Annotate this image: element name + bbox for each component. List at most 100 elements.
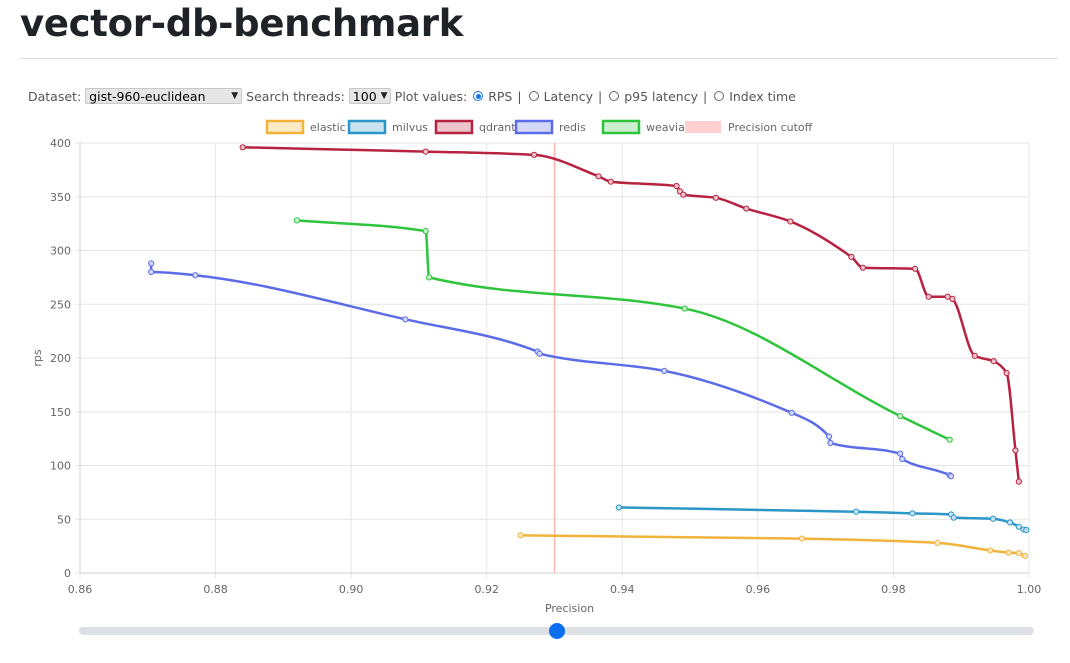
data-point-elastic (1021, 552, 1029, 559)
legend-swatch-elastic (265, 119, 305, 135)
legend-label-qdrant: qdrant (479, 121, 516, 134)
dataset-select-value: gist-960-euclidean (89, 88, 206, 104)
data-point-redis (827, 439, 834, 447)
data-point-qdrant (607, 178, 614, 185)
data-point-redis (897, 450, 904, 457)
legend-label-redis: redis (559, 121, 586, 134)
legend-swatch-milvus (347, 119, 387, 135)
data-point-redis (402, 316, 409, 323)
radio-rps-label[interactable]: RPS (488, 88, 513, 104)
y-axis-title: rps (31, 349, 44, 367)
y-tick-label: 200 (50, 352, 71, 365)
radio-index-time-label[interactable]: Index time (729, 88, 796, 104)
benchmark-chart: 0.86 0.88 0.90 0.92 0.94 0.96 0.98 1.00 0 50 100 15… (31, 119, 1042, 615)
data-point-weaviate (422, 228, 429, 235)
series-line-weaviate (296, 219, 951, 441)
data-point-elastic (798, 535, 806, 542)
chevron-down-icon: ▼ (231, 91, 239, 101)
x-tick-label: 0.92 (474, 583, 499, 596)
legend-label-precision-cutoff: Precision cutoff (728, 121, 813, 134)
series-line-milvus (618, 506, 1027, 532)
y-tick-label: 50 (57, 513, 71, 526)
data-point-qdrant (531, 151, 538, 158)
legend-swatch-redis (514, 119, 554, 135)
data-point-milvus (989, 515, 997, 522)
data-point-redis (148, 260, 155, 267)
data-point-qdrant (1012, 447, 1019, 454)
data-point-redis (899, 455, 906, 463)
data-point-redis (788, 409, 795, 416)
radio-p95-latency-label[interactable]: p95 latency (624, 88, 698, 104)
data-point-qdrant (422, 148, 429, 155)
data-point-weaviate (293, 217, 301, 224)
data-point-qdrant (925, 293, 932, 300)
data-point-qdrant (971, 352, 978, 359)
radio-rps[interactable] (473, 91, 484, 101)
dataset-select[interactable]: gist-960-euclidean ▼ (85, 88, 243, 104)
data-point-qdrant (949, 295, 956, 302)
data-point-elastic (987, 547, 994, 554)
x-tick-label: 0.98 (881, 583, 906, 596)
data-point-qdrant (743, 205, 750, 212)
data-point-redis (148, 268, 155, 276)
data-point-weaviate (681, 305, 688, 312)
data-point-redis (661, 367, 668, 374)
threads-label: Search threads: (246, 88, 345, 104)
legend-swatch-precision-cutoff (685, 121, 721, 133)
y-tick-label: 300 (50, 245, 71, 258)
data-point-qdrant (239, 144, 246, 151)
y-tick-label: 100 (50, 460, 71, 473)
x-tick-label: 0.94 (610, 583, 635, 596)
threads-select-value: 100 (352, 88, 377, 104)
data-point-qdrant (912, 265, 919, 272)
y-tick-label: 350 (50, 191, 71, 204)
data-point-elastic (1015, 550, 1022, 557)
chevron-down-icon: ▼ (380, 91, 388, 101)
radio-latency-label[interactable]: Latency (543, 88, 594, 104)
data-point-milvus (950, 514, 957, 521)
radio-p95-latency[interactable] (609, 91, 620, 101)
data-point-redis (192, 272, 199, 279)
data-point-qdrant (712, 194, 719, 201)
data-point-qdrant (1003, 369, 1010, 377)
legend-label-elastic: elastic (310, 121, 346, 134)
data-point-milvus (909, 510, 916, 517)
legend-label-weaviate: weaviate (646, 121, 696, 134)
x-tick-label: 1.00 (1017, 583, 1042, 596)
threads-select[interactable]: 100 ▼ (348, 88, 391, 104)
data-point-elastic (517, 532, 524, 539)
data-point-milvus (615, 504, 622, 511)
data-point-elastic (934, 539, 941, 546)
precision-slider-thumb[interactable] (548, 623, 565, 639)
radio-latency[interactable] (528, 91, 539, 101)
y-tick-label: 250 (50, 298, 71, 311)
data-point-weaviate (425, 274, 433, 281)
y-tick-label: 0 (64, 567, 71, 580)
dataset-label: Dataset: (28, 88, 82, 104)
data-point-qdrant (848, 253, 855, 261)
x-tick-label: 0.90 (339, 583, 364, 596)
data-point-qdrant (1015, 478, 1022, 485)
y-tick-label: 400 (50, 137, 71, 150)
data-point-qdrant (990, 358, 997, 365)
data-point-qdrant (595, 173, 602, 180)
y-tick-label: 150 (50, 406, 71, 419)
data-point-redis (825, 433, 833, 440)
x-axis-title: Precision (545, 602, 594, 615)
x-tick-label: 0.86 (68, 583, 93, 596)
separator: | (598, 88, 603, 104)
legend-swatch-qdrant (434, 119, 474, 135)
data-point-weaviate (897, 412, 904, 420)
radio-index-time[interactable] (714, 91, 725, 101)
data-point-qdrant (673, 182, 680, 190)
data-point-weaviate (946, 436, 953, 443)
data-point-qdrant (680, 191, 687, 198)
data-point-qdrant (787, 218, 794, 225)
title-divider (20, 58, 1058, 59)
x-tick-label: 0.88 (203, 583, 228, 596)
separator: | (517, 88, 522, 104)
series-line-elastic (520, 534, 1026, 557)
separator: | (702, 88, 708, 104)
legend-label-milvus: milvus (392, 121, 428, 134)
controls-bar: Dataset: gist-960-euclidean ▼ Search thr… (28, 86, 796, 106)
